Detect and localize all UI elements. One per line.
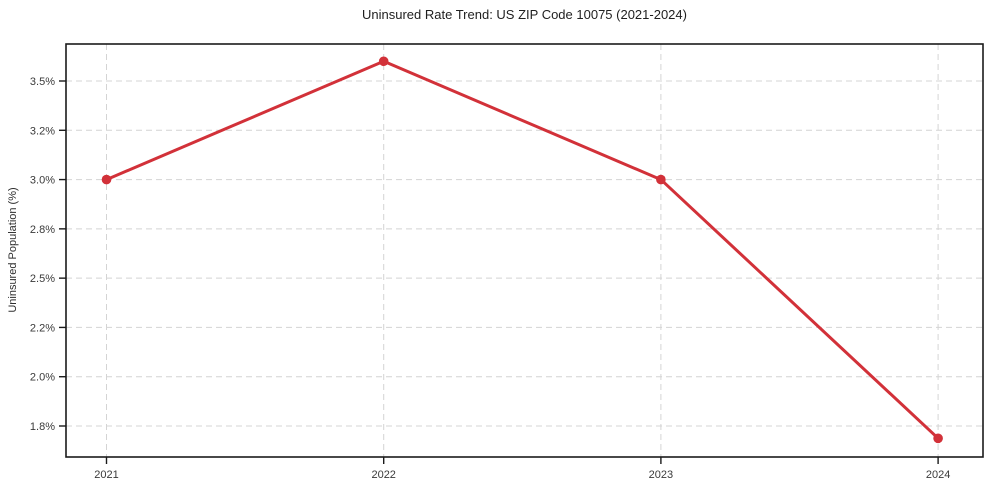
y-tick-label: 3.5% bbox=[30, 76, 55, 88]
y-tick-label: 3.0% bbox=[30, 175, 55, 187]
plot-border bbox=[65, 43, 984, 458]
x-tick-label: 2022 bbox=[371, 469, 395, 481]
y-tick-label: 2.5% bbox=[30, 273, 55, 285]
y-tick-label: 2.2% bbox=[30, 322, 55, 334]
data-point-marker bbox=[378, 56, 389, 67]
y-tick-label: 1.8% bbox=[30, 421, 55, 433]
y-tick-label: 2.0% bbox=[30, 372, 55, 384]
trend-line bbox=[105, 59, 940, 440]
y-tick-label: 2.8% bbox=[30, 224, 55, 236]
data-point-marker bbox=[656, 174, 666, 185]
x-tick-label: 2021 bbox=[94, 469, 118, 481]
y-tick-label: 3.2% bbox=[30, 125, 55, 137]
x-tick-label: 2024 bbox=[926, 469, 950, 481]
x-tick-label: 2023 bbox=[649, 469, 673, 481]
data-point-marker bbox=[101, 174, 112, 185]
chart-title: Uninsured Rate Trend: US ZIP Code 10075 … bbox=[362, 7, 687, 22]
data-point-marker bbox=[933, 433, 943, 444]
